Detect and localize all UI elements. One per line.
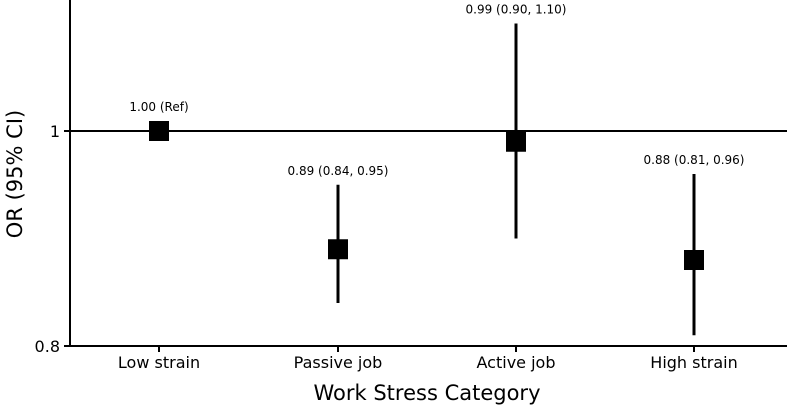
x-tick-label: Passive job [294,353,383,372]
or-value-label: 0.89 (0.84, 0.95) [288,164,389,178]
or-marker-square [149,121,169,141]
marks: 1.00 (Ref) 0.89 (0.84, 0.95) 0.99 (0.90, 1… [129,3,744,336]
y-tick-label: 1 [50,122,60,141]
x-tick-label: Low strain [118,353,200,372]
x-tick-label: High strain [650,353,737,372]
or-marker-square [506,131,526,152]
or-marker-square [328,239,348,260]
axes: 0.8 1 Low strain Passive job Active job High … [35,0,787,372]
y-axis-title: OR (95% CI) [3,110,27,238]
or-value-label: 0.88 (0.81, 0.96) [644,153,745,167]
y-tick-label: 0.8 [35,337,60,356]
x-tick-label: Active job [477,353,556,372]
or-value-label: 1.00 (Ref) [129,100,188,114]
x-axis-title: Work Stress Category [314,381,541,405]
or-value-label: 0.99 (0.90, 1.10) [466,3,567,17]
or-marker-square [684,250,704,270]
